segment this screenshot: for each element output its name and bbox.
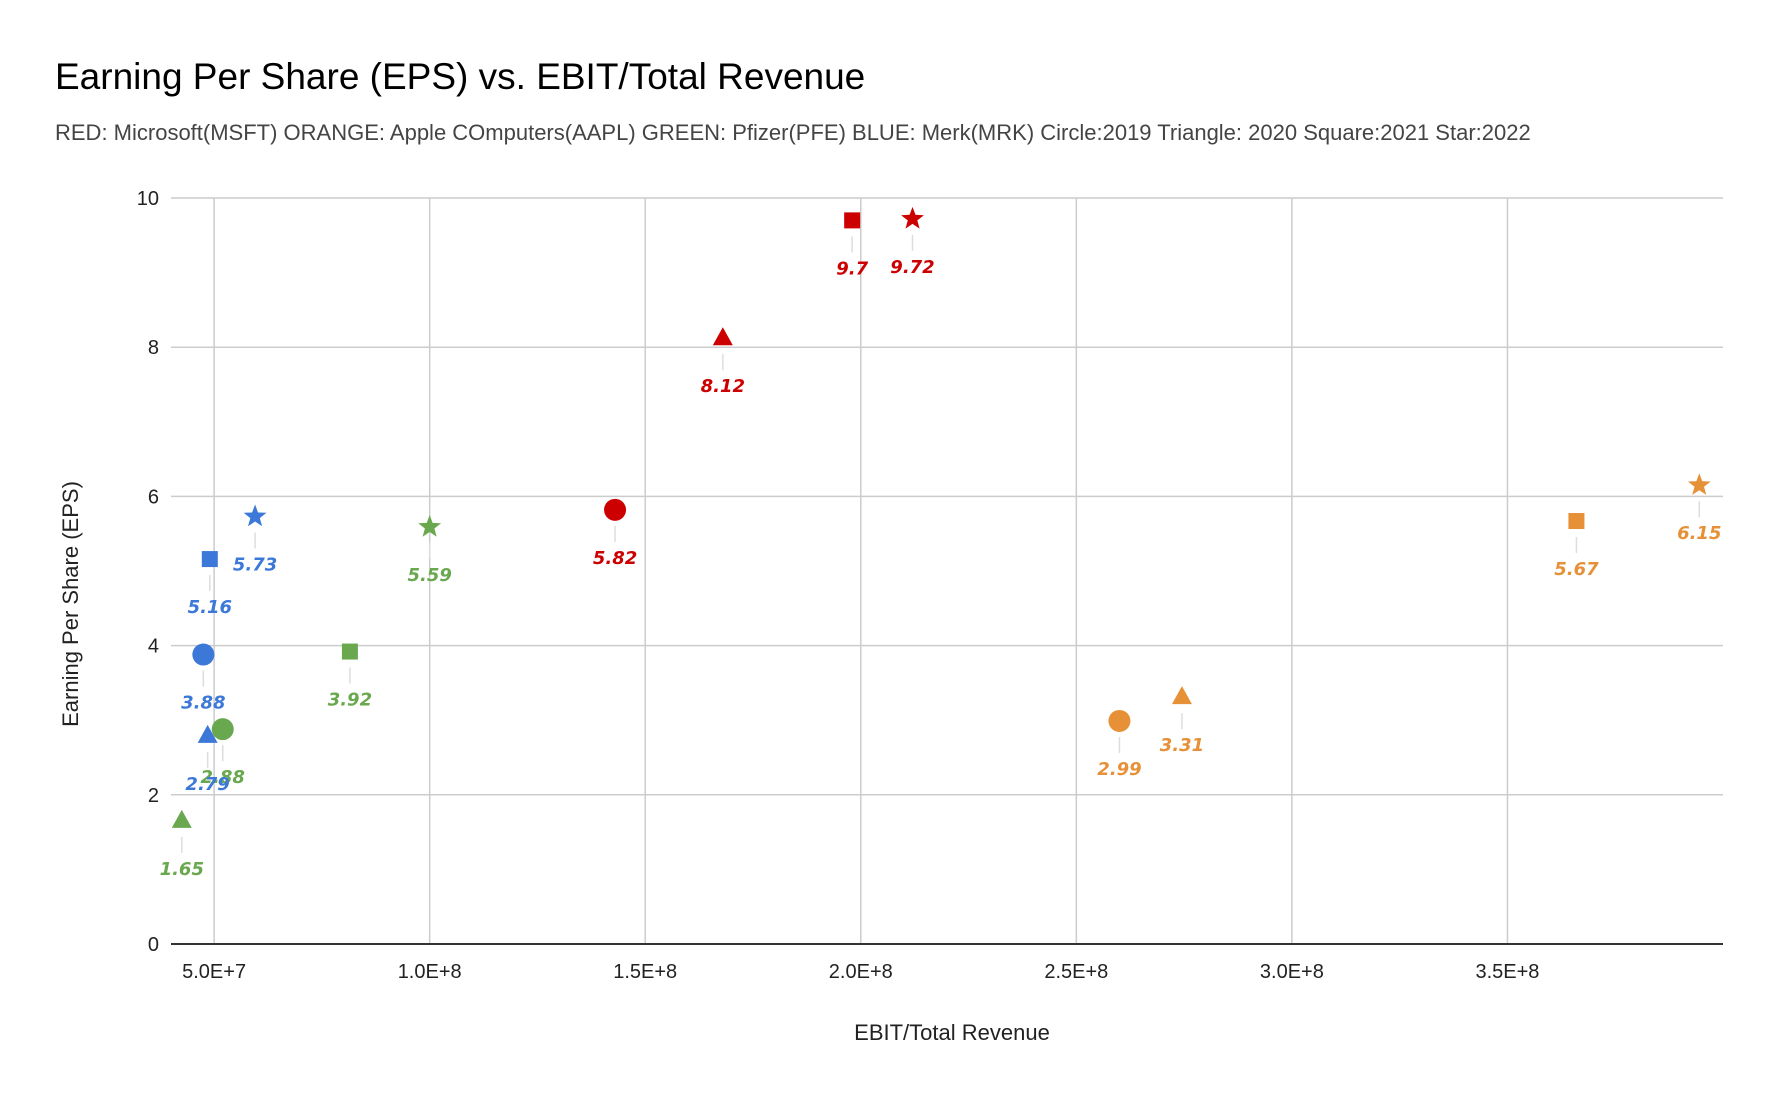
y-tick-label: 10	[137, 188, 159, 210]
orange-triangle-marker	[1171, 686, 1192, 705]
green-triangle-marker	[171, 809, 192, 828]
orange-star-marker	[1687, 473, 1711, 495]
data-label: 5.73	[233, 555, 277, 576]
green-square-marker	[341, 643, 358, 660]
x-tick-label: 3.5E+8	[1475, 961, 1539, 983]
data-label: 5.59	[407, 565, 451, 586]
data-label: 9.7	[836, 258, 868, 279]
data-label: 3.88	[181, 693, 225, 714]
red-star-marker	[901, 206, 924, 229]
data-label: 5.16	[188, 597, 232, 618]
x-tick-label: 5.0E+7	[182, 961, 246, 983]
y-tick-label: 4	[148, 636, 159, 658]
red-circle-marker	[604, 498, 627, 521]
blue-square-marker	[201, 551, 218, 568]
data-label: 9.72	[890, 257, 934, 278]
x-tick-label: 1.0E+8	[398, 961, 462, 983]
green-circle-marker	[211, 718, 234, 741]
green-star-marker	[418, 515, 442, 537]
orange-square-marker	[1568, 513, 1585, 530]
chart-title: Earning Per Share (EPS) vs. EBIT/Total R…	[55, 56, 866, 97]
data-label: 2.88	[201, 767, 245, 788]
data-markers	[171, 206, 1711, 828]
y-tick-label: 6	[148, 486, 159, 508]
y-tick-label: 0	[148, 934, 159, 956]
red-triangle-marker	[712, 327, 733, 346]
blue-star-marker	[243, 504, 267, 527]
data-labels: 5.82 8.12 9.7 9.72 2.99 3.31 5.67 6.15 2.88 1.65 3…	[160, 234, 1721, 880]
y-tick-label: 8	[148, 337, 159, 359]
orange-circle-marker	[1108, 709, 1131, 732]
data-label: 1.65	[160, 859, 204, 880]
chart-subtitle: RED: Microsoft(MSFT) ORANGE: Apple COmpu…	[55, 120, 1531, 145]
x-tick-label: 2.5E+8	[1044, 961, 1108, 983]
data-label: 3.92	[328, 690, 372, 711]
data-label: 2.99	[1097, 759, 1141, 780]
data-label: 3.31	[1160, 735, 1204, 756]
data-label: 5.67	[1554, 559, 1599, 580]
data-label: 2.79	[185, 774, 229, 795]
data-label: 6.15	[1677, 523, 1721, 544]
y-axis-label: Earning Per Share (EPS)	[58, 481, 83, 727]
y-tick-label: 2	[148, 785, 159, 807]
data-label: 8.12	[701, 376, 745, 397]
blue-triangle-marker	[197, 724, 218, 743]
blue-circle-marker	[192, 643, 215, 666]
x-tick-label: 3.0E+8	[1260, 961, 1324, 983]
x-axis-label: EBIT/Total Revenue	[854, 1020, 1050, 1045]
grid-lines	[171, 197, 1723, 944]
x-tick-label: 1.5E+8	[613, 961, 677, 983]
x-tick-label: 2.0E+8	[829, 961, 893, 983]
red-square-marker	[844, 212, 861, 229]
tick-labels: 0 2 4 6 8 10 5.0E+7 1.0E+8 1.5E+8 2.0E+8 2.5E+8 3.0…	[137, 188, 1540, 983]
data-label: 5.82	[593, 548, 637, 569]
